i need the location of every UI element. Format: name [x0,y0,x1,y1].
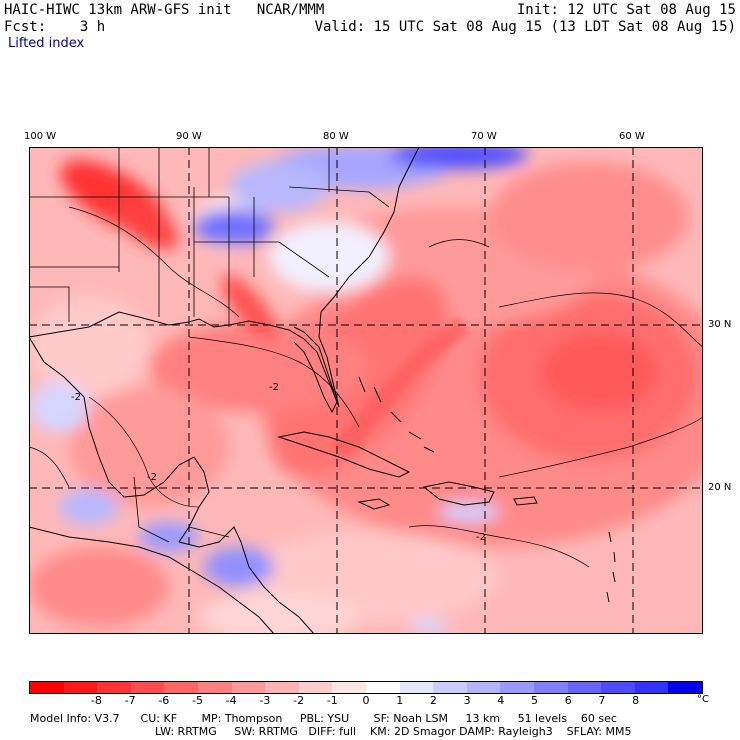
lon-label-90w: 90 W [176,131,202,142]
lon-label-60w: 60 W [619,131,645,142]
lon-label-100w: 100 W [24,131,57,142]
valid-time: Valid: 15 UTC Sat 08 Aug 15 (13 LDT Sat … [314,19,736,35]
lifted-index-map: -2 -2 -2 -2 [29,147,703,634]
colorbar-swatch [533,682,568,693]
model-title: HAIC-HIWC 13km ARW-GFS init NCAR/MMM [4,2,325,18]
colorbar-swatch [30,682,64,693]
colorbar-swatch [231,682,266,693]
lat-label-30n: 30 N [708,319,732,330]
colorbar-swatch [63,682,98,693]
forecast-hour: Fcst: 3 h [4,19,106,35]
colorbar-tick-label: -4 [225,694,237,707]
contour-label: -2 [476,532,486,543]
colorbar-tick-label: -3 [259,694,271,707]
lon-label-70w: 70 W [471,131,497,142]
colorbar-tick-label: -6 [158,694,170,707]
colorbar-unit: °C [697,694,709,705]
colorbar-tick-label: -1 [326,694,338,707]
colorbar-swatch [567,682,602,693]
contour-lines [29,206,703,568]
colorbar-tick-label: 0 [362,694,370,707]
colorbar-swatch [164,682,198,693]
lat-label-20n: 20 N [708,482,732,493]
colorbar-tick-label: -5 [192,694,203,707]
colorbar-tick-label: -8 [90,694,102,707]
state-borders [29,147,390,543]
colorbar-tick-label: 4 [497,694,505,707]
lat-lon-grid [29,147,703,634]
model-info-line2: LW: RRTMG SW: RRTMG DIFF: full KM: 2D Sm… [155,725,632,738]
colorbar-tick-label: 1 [396,694,404,707]
colorbar-tick-label: 2 [429,694,437,707]
lon-label-80w: 80 W [323,131,349,142]
colorbar-tick-label: 3 [463,694,471,707]
field-name: Lifted index [8,36,85,51]
colorbar-tick-label: -2 [293,694,305,707]
colorbar-swatch [668,682,702,693]
colorbar-tick-label: 7 [598,694,606,707]
colorbar-swatch [433,682,467,693]
colorbar-swatch [130,682,165,693]
colorbar-tick-label: 8 [632,694,640,707]
colorbar-swatch [97,682,131,693]
model-info-line1: Model Info: V3.7 CU: KF MP: Thompson PBL… [30,712,617,725]
colorbar-tick-label: 5 [531,694,538,707]
colorbar-swatch [466,682,501,693]
colorbar-swatch [332,682,366,693]
colorbar-swatch [399,682,434,693]
map-frame [29,147,703,634]
colorbar [29,681,703,694]
colorbar-swatch [298,682,333,693]
colorbar-swatch [500,682,534,693]
contour-label: -2 [269,382,279,393]
contour-label: -2 [147,472,157,483]
colorbar-tick-label: 6 [564,694,572,707]
frontal-band [329,317,469,457]
colorbar-swatch [634,682,669,693]
colorbar-swatch [365,682,400,693]
coastlines [29,147,616,634]
colorbar-swatch [265,682,299,693]
contour-label: -2 [71,392,81,403]
field-shading [29,147,703,634]
colorbar-tick-label: -7 [124,694,136,707]
init-time: Init: 12 UTC Sat 08 Aug 15 [516,2,736,18]
colorbar-swatch [601,682,635,693]
colorbar-swatch [197,682,232,693]
